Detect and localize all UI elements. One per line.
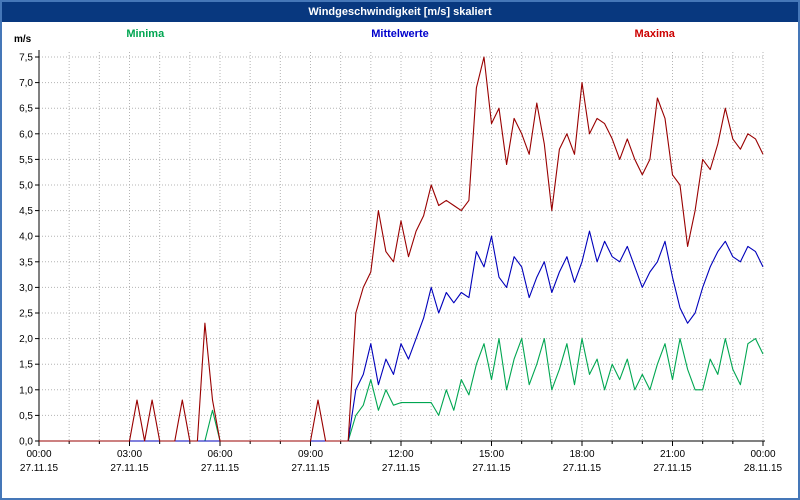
svg-text:3,0: 3,0: [19, 283, 33, 294]
legend-mittelwerte: Mittelwerte: [371, 28, 429, 40]
svg-text:m/s: m/s: [14, 34, 32, 45]
svg-text:00:00: 00:00: [750, 449, 775, 460]
svg-text:7,0: 7,0: [19, 78, 33, 89]
svg-text:0,0: 0,0: [19, 437, 33, 448]
chart-area: 0,0 0,5 1,0 1,5 2,0 2,5 3,0 3,5 4,0 4,5 5,0 5,5 6,0 6…: [2, 22, 798, 498]
svg-text:27.11.15: 27.11.15: [653, 463, 692, 474]
svg-text:21:00: 21:00: [660, 449, 685, 460]
svg-text:09:00: 09:00: [298, 449, 323, 460]
svg-text:1,5: 1,5: [19, 360, 33, 371]
svg-text:3,5: 3,5: [19, 257, 33, 268]
svg-text:27.11.15: 27.11.15: [472, 463, 511, 474]
svg-text:4,5: 4,5: [19, 206, 33, 217]
svg-text:06:00: 06:00: [207, 449, 232, 460]
svg-text:27.11.15: 27.11.15: [201, 463, 240, 474]
wind-speed-chart: 0,0 0,5 1,0 1,5 2,0 2,5 3,0 3,5 4,0 4,5 5,0 5,5 6,0 6…: [14, 34, 783, 474]
svg-text:27.11.15: 27.11.15: [110, 463, 149, 474]
svg-text:2,5: 2,5: [19, 309, 33, 320]
svg-text:0,5: 0,5: [19, 411, 33, 422]
svg-text:5,5: 5,5: [19, 155, 33, 166]
svg-text:00:00: 00:00: [26, 449, 51, 460]
page-title: Windgeschwindigkeit [m/s] skaliert: [308, 6, 492, 18]
svg-text:27.11.15: 27.11.15: [563, 463, 602, 474]
svg-text:27.11.15: 27.11.15: [382, 463, 421, 474]
svg-text:4,0: 4,0: [19, 232, 33, 243]
svg-text:15:00: 15:00: [479, 449, 504, 460]
svg-text:12:00: 12:00: [388, 449, 413, 460]
legend-maxima: Maxima: [634, 28, 675, 40]
title-bar: Windgeschwindigkeit [m/s] skaliert: [2, 2, 798, 22]
svg-text:6,5: 6,5: [19, 104, 33, 115]
svg-text:5,0: 5,0: [19, 181, 33, 192]
svg-text:27.11.15: 27.11.15: [20, 463, 59, 474]
svg-text:27.11.15: 27.11.15: [291, 463, 330, 474]
svg-text:18:00: 18:00: [569, 449, 594, 460]
legend-minima: Minima: [126, 28, 165, 40]
svg-text:6,0: 6,0: [19, 129, 33, 140]
svg-text:2,0: 2,0: [19, 334, 33, 345]
svg-text:03:00: 03:00: [117, 449, 142, 460]
svg-text:1,0: 1,0: [19, 385, 33, 396]
svg-text:28.11.15: 28.11.15: [744, 463, 783, 474]
svg-text:7,5: 7,5: [19, 53, 33, 64]
